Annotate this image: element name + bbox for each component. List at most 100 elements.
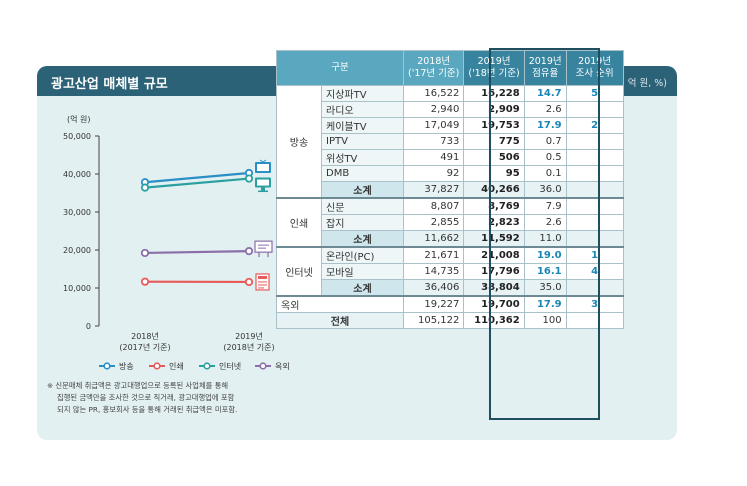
subtotal-2018: 37,827 [402, 181, 465, 199]
value-2018: 19,227 [402, 295, 465, 313]
rank-2019 [565, 149, 624, 166]
share-2019: 17.9 [523, 117, 567, 134]
table-row: 잡지 2,855 2,823 2.6 [277, 214, 624, 231]
value-2018: 491 [402, 149, 465, 166]
data-point [244, 174, 254, 183]
subtotal-share: 36.0 [523, 181, 567, 199]
rank-2019: 4 [565, 263, 624, 280]
billboard-icon [254, 240, 273, 258]
y-tick-label: 30,000 [63, 208, 91, 217]
rank-2019: 3 [565, 295, 624, 313]
row-item: 옥외 [276, 295, 404, 313]
rank-2019 [565, 165, 624, 182]
value-2018: 14,735 [402, 263, 465, 280]
legend-swatch-point [259, 362, 267, 370]
data-point [140, 248, 150, 258]
tv-icon [255, 159, 271, 173]
rank-2019 [565, 197, 624, 215]
total-rank [565, 312, 624, 329]
group-label: 인쇄 [276, 197, 322, 248]
row-item: 온라인(PC) [321, 246, 404, 264]
share-2019: 14.7 [523, 85, 567, 102]
value-2018: 2,940 [402, 101, 465, 118]
subtotal-2019: 11,592 [463, 230, 525, 248]
subtotal-rank [565, 230, 624, 248]
header-2018: 2018년 ('17년 기준) [402, 50, 465, 86]
share-2019: 19.0 [523, 246, 567, 264]
value-2019: 19,753 [463, 117, 525, 134]
header-rank: 2019년 조사 순위 [565, 50, 624, 86]
value-2018: 8,807 [402, 197, 465, 215]
row-item: 위성TV [321, 149, 404, 166]
table-row: 인쇄 신문 8,807 8,769 7.9 [276, 197, 624, 248]
line-chart: (억 원) 0 10,000 20,000 30,000 40,000 50,000 2018… [63, 114, 290, 371]
rank-2019: 1 [565, 246, 624, 264]
data-point [244, 277, 254, 287]
row-item: IPTV [321, 133, 404, 150]
share-2019: 2.6 [523, 101, 567, 118]
value-2019: 506 [463, 149, 525, 166]
table-row: 모바일 14,735 17,796 16.1 4 [277, 263, 624, 280]
value-2019: 2,909 [463, 101, 525, 118]
header-2019-basis: ('18년 기준) [468, 68, 520, 79]
subtotal-share: 35.0 [523, 279, 567, 297]
y-axis-label: (억 원) [67, 114, 91, 124]
table-row: 케이블TV 17,049 19,753 17.9 2 [277, 117, 624, 134]
total-2018: 105,122 [402, 312, 465, 329]
legend-label: 인쇄 [169, 361, 184, 371]
footnote-line: ※ 신문매체 취급액은 광고대행업으로 등록된 사업체를 통해 [47, 381, 229, 390]
unit-label: (단위: 억 원, %) [600, 78, 667, 89]
total-2019: 110,362 [463, 312, 525, 329]
page-title: 광고산업 매체별 규모 [51, 77, 168, 92]
footnote-line: 집행된 금액만을 조사한 것으로 직거래, 광고대행업에 포함 [57, 393, 235, 402]
series-line-2 [144, 177, 250, 189]
share-2019: 17.9 [523, 295, 567, 313]
value-2019: 21,008 [463, 246, 525, 264]
subtotal-label: 소계 [321, 230, 404, 248]
value-2019: 8,769 [463, 197, 525, 215]
subtotal-2018: 36,406 [402, 279, 465, 297]
row-item: 케이블TV [321, 117, 404, 134]
legend-swatch-point [153, 362, 161, 370]
data-point [244, 247, 254, 256]
subtotal-rank [565, 181, 624, 199]
y-tick-label: 40,000 [63, 170, 91, 179]
subtotal-label: 소계 [321, 181, 404, 199]
row-item: 모바일 [321, 263, 404, 280]
value-2018: 2,855 [402, 214, 465, 231]
share-2019: 0.1 [523, 165, 567, 182]
row-item: DMB [321, 165, 404, 182]
header-rank-year: 2019년 [578, 56, 612, 67]
header-share: 2019년 점유율 [523, 50, 567, 86]
value-2018: 16,522 [402, 85, 465, 102]
subtotal-2019: 40,266 [463, 181, 525, 199]
value-2019: 95 [463, 165, 525, 182]
x-tick-label: 2018년 [131, 331, 159, 341]
subtotal-2018: 11,662 [402, 230, 465, 248]
monitor-icon [255, 177, 271, 193]
subtotal-2019: 38,804 [463, 279, 525, 297]
y-tick-label: 0 [86, 322, 91, 331]
data-point [140, 277, 150, 286]
value-2018: 21,671 [402, 246, 465, 264]
subtotal-row: 소계 36,406 38,804 35.0 [277, 279, 624, 297]
subtotal-row: 소계 37,827 40,266 36.0 [277, 181, 624, 199]
x-tick-label: 2019년 [235, 331, 263, 341]
share-2019: 0.5 [523, 149, 567, 166]
rank-2019: 2 [565, 117, 624, 134]
header-share-label: 점유율 [532, 68, 559, 79]
value-2018: 733 [402, 133, 465, 150]
header-2019-year: 2019년 [477, 56, 511, 67]
media-table: 구분 2018년 ('17년 기준) 2019년 ('18년 기준) 2019년… [276, 50, 624, 329]
table-row: 위성TV 491 506 0.5 [277, 149, 624, 166]
subtotal-rank [565, 279, 624, 297]
table-row: DMB 92 95 0.1 [277, 165, 624, 182]
legend-swatch-point [103, 362, 111, 370]
table-row: 인터넷 온라인(PC) 21,671 21,008 19.0 1 [276, 246, 624, 297]
subtotal-share: 11.0 [523, 230, 567, 248]
footnote: ※ 신문매체 취급액은 광고대행업으로 등록된 사업체를 통해 집행된 금액만을… [47, 380, 315, 416]
table-row: 라디오 2,940 2,909 2.6 [277, 101, 624, 118]
value-2019: 775 [463, 133, 525, 150]
table-row: 방송 지상파TV 16,522 16,228 14.7 5 [276, 85, 624, 199]
rank-2019 [565, 133, 624, 150]
